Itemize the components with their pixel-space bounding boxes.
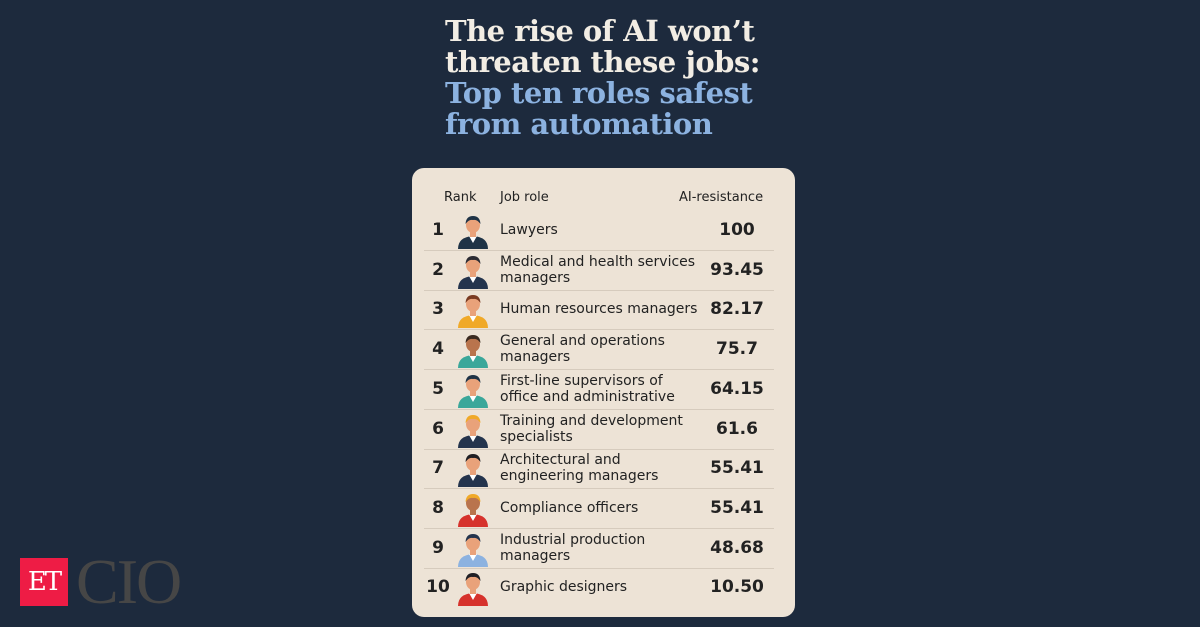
ai-resistance-score: 48.68	[710, 537, 764, 558]
headline-line: threaten these jobs:	[445, 45, 760, 79]
job-role: Medical and health services managers	[500, 253, 696, 286]
rank: 5	[432, 378, 444, 399]
table-row: 3 Human resources managers 82.17	[424, 289, 774, 331]
etcio-logo: ET CIO	[20, 546, 182, 617]
job-role: Architectural and engineering managers	[500, 452, 659, 485]
cio-logo-text: CIO	[76, 546, 182, 617]
man-suit-icon	[458, 255, 488, 289]
ai-resistance-score: 100	[719, 220, 755, 240]
table-row: 8 Compliance officers 55.41	[424, 488, 774, 529]
ai-resistance-score: 10.50	[710, 577, 764, 598]
job-role: Graphic designers	[500, 579, 628, 596]
job-role: Industrial production managers	[500, 531, 646, 564]
job-role: Compliance officers	[500, 499, 639, 516]
rank: 4	[432, 339, 444, 360]
rank: 10	[426, 577, 450, 598]
rank: 2	[432, 259, 444, 280]
table-row: 5 First-line supervisors of office and a…	[424, 369, 774, 410]
job-role: First-line supervisors of office and adm…	[500, 372, 675, 405]
table-row: 6 Training and development specialists 6…	[424, 409, 774, 450]
table-row: 4 General and operations managers 75.7	[424, 329, 774, 371]
header-role: Job role	[500, 190, 549, 205]
subheadline-line: Top ten roles safest	[445, 76, 753, 110]
header-score: AI-resistance	[679, 190, 764, 205]
et-logo-mark: ET	[20, 558, 68, 606]
table-row: 9 Industrial production managers 48.68	[424, 528, 774, 569]
woman-glasses-icon	[458, 216, 488, 249]
rank: 6	[432, 418, 444, 439]
ai-resistance-score: 55.41	[710, 458, 764, 479]
ai-resistance-score: 75.7	[716, 339, 758, 360]
rank: 7	[432, 458, 444, 479]
job-role: General and operations managers	[500, 333, 665, 366]
headline: The rise of AI won’t threaten these jobs…	[445, 16, 760, 140]
table-row: 2 Medical and health services managers 9…	[424, 250, 774, 291]
woman-dark-hair-icon	[458, 573, 488, 607]
rank: 8	[432, 497, 444, 518]
rank: 9	[432, 537, 444, 558]
table-row: 1 Lawyers 100	[424, 210, 774, 251]
woman-icon	[458, 295, 488, 329]
man-beard-icon	[458, 335, 488, 369]
rank: 1	[432, 220, 444, 240]
headset-person-icon	[458, 374, 488, 408]
subheadline-line: from automation	[445, 107, 713, 141]
hardhat-worker-icon	[458, 493, 488, 527]
ai-resistance-score: 55.41	[710, 497, 764, 518]
hardhat-man-icon	[458, 414, 488, 448]
headline-line: The rise of AI won’t	[445, 14, 755, 48]
table-row: 10 Graphic designers 10.50	[424, 567, 774, 607]
job-role: Human resources managers	[500, 301, 698, 318]
job-role: Lawyers	[500, 222, 558, 238]
ai-resistance-score: 61.6	[716, 418, 758, 439]
ai-resistance-score: 82.17	[710, 299, 764, 320]
table-row: 7 Architectural and engineering managers…	[424, 448, 774, 490]
ai-resistance-score: 93.45	[710, 259, 764, 280]
job-role: Training and development specialists	[500, 412, 683, 445]
ai-resistance-score: 64.15	[710, 378, 764, 399]
header-rank: Rank	[444, 190, 477, 205]
man-icon	[458, 533, 488, 567]
rank: 3	[432, 299, 444, 320]
man-beard-suit-icon	[458, 454, 488, 488]
ranking-table: Rank Job role AI-resistance 1 Lawyers 10…	[412, 168, 795, 617]
